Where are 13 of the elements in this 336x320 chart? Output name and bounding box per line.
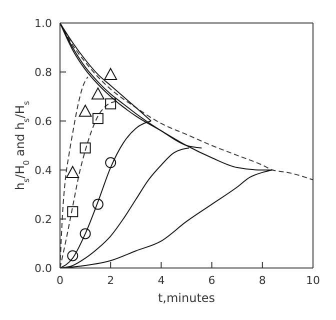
- x-axis-title: t,minutes: [158, 291, 216, 305]
- x-tick-label: 8: [258, 274, 266, 287]
- x-tick-label: 6: [208, 274, 216, 287]
- y-tick-label: 0.2: [34, 212, 52, 226]
- y-tick-label: 0.6: [34, 114, 52, 128]
- y-tick-label: 0.0: [34, 262, 52, 275]
- x-tick-label: 0: [56, 274, 64, 287]
- y-tick-label: 0.4: [34, 164, 52, 177]
- x-tick-label: 4: [158, 274, 165, 287]
- x-tick-label: 2: [107, 274, 114, 287]
- y-tick-label: 0.8: [34, 66, 52, 79]
- x-tick-label: 10: [306, 274, 320, 287]
- y-tick-label: 1.0: [34, 16, 52, 30]
